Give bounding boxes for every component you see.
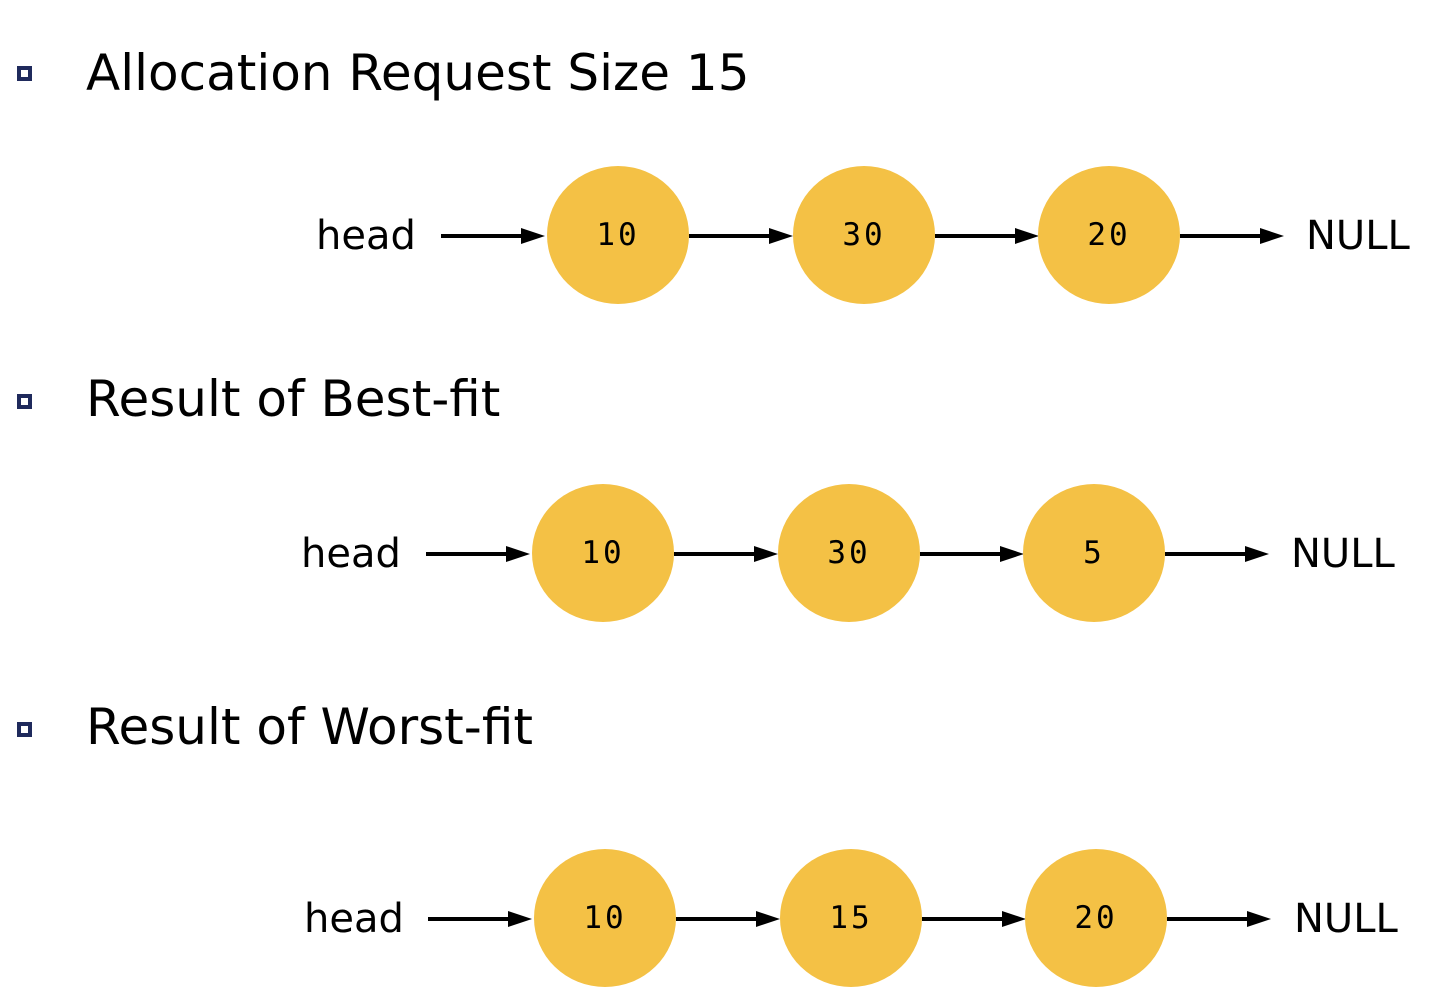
hollow-square-bullet-icon: [17, 66, 32, 81]
list-node: 15: [780, 849, 922, 987]
hollow-square-bullet-icon: [17, 722, 32, 737]
null-label: NULL: [1306, 213, 1410, 259]
right-arrow-icon: [426, 546, 530, 562]
list-node: 10: [534, 849, 676, 987]
section-heading-best-fit: Result of Best-fit: [86, 370, 501, 428]
right-arrow-icon: [676, 911, 780, 927]
list-node: 30: [793, 166, 935, 304]
right-arrow-icon: [1180, 228, 1284, 244]
list-node: 10: [532, 484, 674, 622]
null-label: NULL: [1294, 896, 1398, 942]
right-arrow-icon: [1165, 546, 1269, 562]
right-arrow-icon: [920, 546, 1024, 562]
list-node: 30: [778, 484, 920, 622]
right-arrow-icon: [922, 911, 1026, 927]
null-label: NULL: [1291, 531, 1395, 577]
hollow-square-bullet-icon: [17, 394, 32, 409]
list-node: 20: [1038, 166, 1180, 304]
linked-list-worst-fit: head 10 15 20 NULL: [0, 849, 1446, 989]
right-arrow-icon: [441, 228, 545, 244]
section-heading-worst-fit: Result of Worst-fit: [86, 698, 533, 756]
right-arrow-icon: [935, 228, 1039, 244]
right-arrow-icon: [428, 911, 532, 927]
right-arrow-icon: [674, 546, 778, 562]
linked-list-request: head 10 30 20 NULL: [0, 166, 1446, 306]
list-node: 5: [1023, 484, 1165, 622]
right-arrow-icon: [1167, 911, 1271, 927]
head-label: head: [316, 213, 416, 259]
section-heading-request: Allocation Request Size 15: [86, 44, 750, 102]
linked-list-best-fit: head 10 30 5 NULL: [0, 484, 1446, 624]
head-label: head: [304, 896, 404, 942]
right-arrow-icon: [689, 228, 793, 244]
list-node: 10: [547, 166, 689, 304]
head-label: head: [301, 531, 401, 577]
list-node: 20: [1025, 849, 1167, 987]
